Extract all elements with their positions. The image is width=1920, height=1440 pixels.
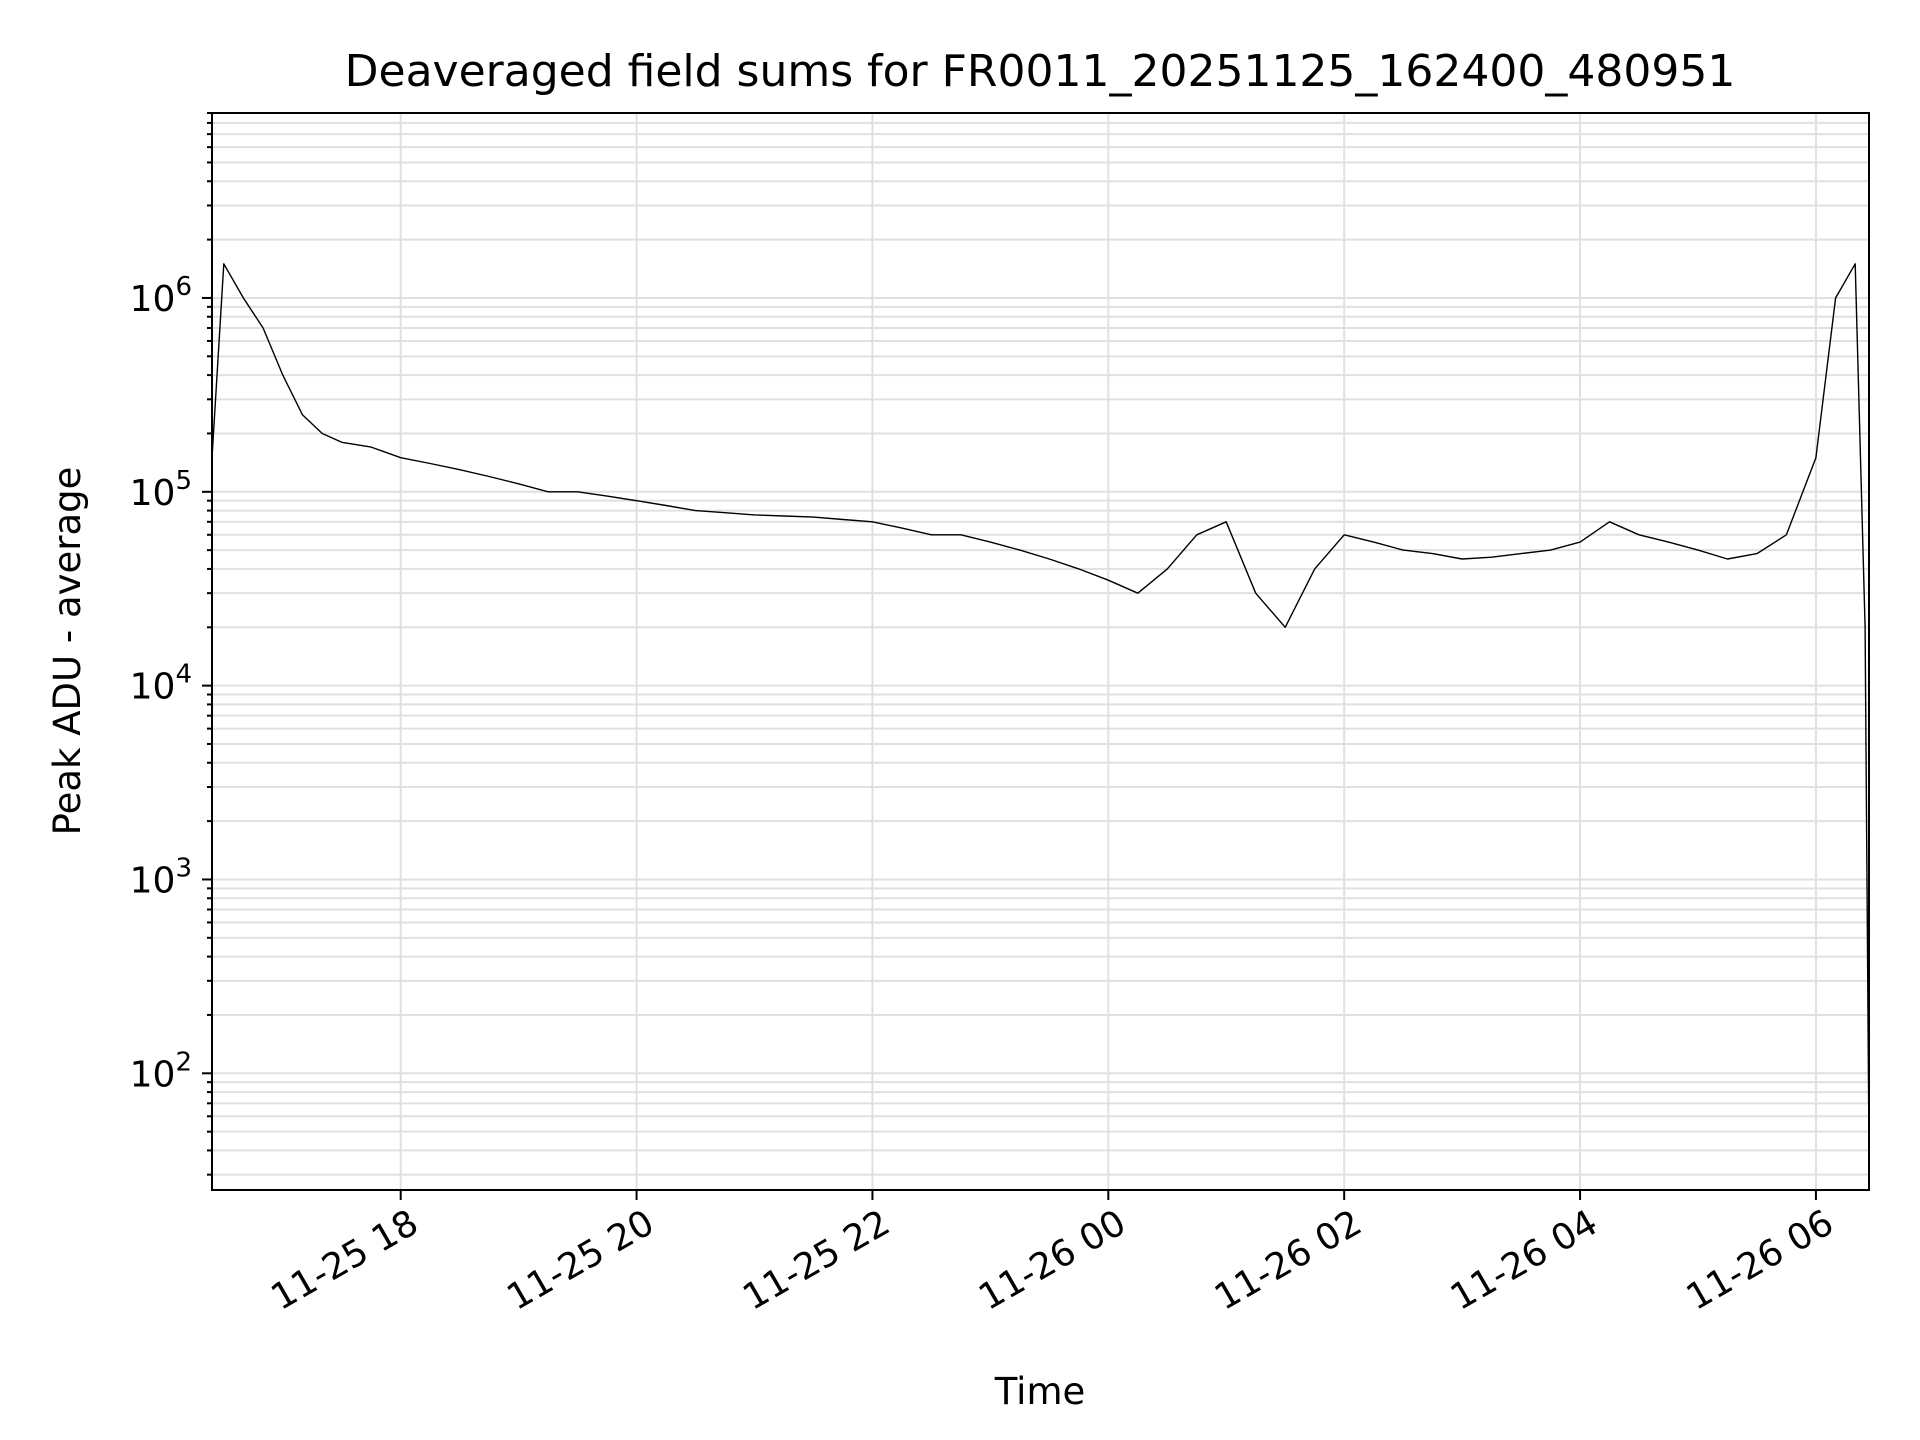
- y-tick-label: 102: [130, 1047, 192, 1095]
- chart-title: Deaveraged field sums for FR0011_2025112…: [345, 46, 1736, 97]
- grid: [212, 112, 1869, 1190]
- y-axis-label: Peak ADU - average: [46, 467, 89, 836]
- x-tick-label: 11-25 18: [265, 1202, 426, 1318]
- y-tick-label: 105: [130, 466, 192, 514]
- x-tick-label: 11-25 20: [500, 1202, 661, 1318]
- y-axis-ticks: 102 103 104 105 106: [130, 112, 212, 1176]
- x-axis-ticks: 11-25 18 11-25 20 11-25 22 11-26 00 11-26 02…: [265, 1190, 1841, 1319]
- x-tick-label: 11-25 22: [736, 1202, 897, 1318]
- x-tick-label: 11-26 04: [1444, 1202, 1605, 1318]
- y-tick-label: 106: [130, 272, 192, 320]
- series-line: [212, 263, 1869, 1151]
- plot-area: [211, 112, 1870, 1191]
- x-tick-label: 11-26 00: [972, 1202, 1133, 1318]
- x-axis-label: Time: [994, 1370, 1086, 1413]
- x-tick-label: 11-26 02: [1208, 1202, 1369, 1318]
- y-tick-label: 103: [130, 853, 192, 901]
- x-tick-label: 11-26 06: [1680, 1202, 1841, 1318]
- y-tick-label: 104: [130, 660, 192, 708]
